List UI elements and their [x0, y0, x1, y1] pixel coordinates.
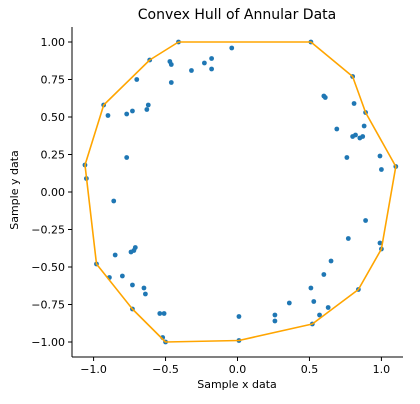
data-point [325, 305, 331, 310]
data-point [353, 132, 358, 138]
x-tick-label: −0.5 [152, 363, 179, 376]
data-point [363, 218, 368, 223]
data-point [105, 113, 111, 118]
data-point [345, 236, 351, 241]
data-point [128, 249, 134, 255]
data-point [142, 291, 148, 297]
data-point [124, 111, 130, 117]
y-tick-label: −0.75 [31, 299, 65, 312]
data-point [124, 155, 130, 160]
data-point [111, 198, 117, 204]
data-point [112, 252, 118, 258]
data-point [377, 153, 383, 159]
data-point [145, 102, 151, 108]
chart-title: Convex Hull of Annular Data [138, 7, 336, 23]
data-point [351, 101, 357, 106]
y-tick-label: −0.50 [31, 261, 65, 274]
x-tick-label: −1.0 [80, 363, 107, 376]
data-point [308, 285, 314, 291]
x-tick-label: 0.0 [229, 363, 247, 376]
data-point [202, 60, 207, 66]
data-point [334, 126, 340, 132]
data-point [311, 299, 317, 304]
x-tick-label: 0.5 [301, 363, 319, 376]
data-point [286, 300, 292, 306]
data-point [141, 285, 147, 291]
data-point [119, 273, 125, 279]
data-point [317, 312, 322, 318]
data-point [377, 240, 383, 246]
data-point [209, 56, 214, 61]
data-point [361, 123, 367, 129]
data-point [130, 282, 135, 288]
y-tick-label: 1.00 [41, 36, 66, 49]
data-point [272, 312, 278, 318]
x-axis-label: Sample x data [197, 378, 277, 391]
data-point [229, 45, 235, 51]
data-point [161, 311, 167, 316]
plot-area: −1.0 −0.5 0.0 0.5 1.0 −1.00 −0.75 −0.50 −0.25 0.0… [31, 27, 403, 376]
data-point [134, 77, 140, 82]
data-point [360, 134, 366, 139]
data-point [236, 314, 242, 319]
y-tick-label: 0.00 [41, 186, 66, 199]
y-tick-label: −1.00 [31, 336, 65, 349]
y-tick-label: 0.75 [41, 74, 66, 87]
data-point [328, 258, 334, 264]
y-tick-label: 0.50 [41, 111, 66, 124]
y-tick-label: −0.25 [31, 224, 65, 237]
data-point [322, 95, 328, 100]
x-tick-label: 1.0 [373, 363, 391, 376]
data-point [157, 311, 163, 316]
y-axis-label: Sample y data [8, 150, 21, 230]
data-point [209, 66, 214, 72]
data-point [189, 68, 194, 73]
data-point [168, 62, 174, 67]
data-point [168, 80, 174, 85]
data-point [321, 272, 327, 277]
data-point [272, 318, 278, 324]
data-point [344, 155, 350, 160]
data-point [379, 167, 384, 172]
data-point [144, 107, 150, 112]
y-tick-label: 0.25 [41, 149, 66, 162]
data-point [130, 108, 135, 114]
convex-hull-line [84, 41, 397, 343]
